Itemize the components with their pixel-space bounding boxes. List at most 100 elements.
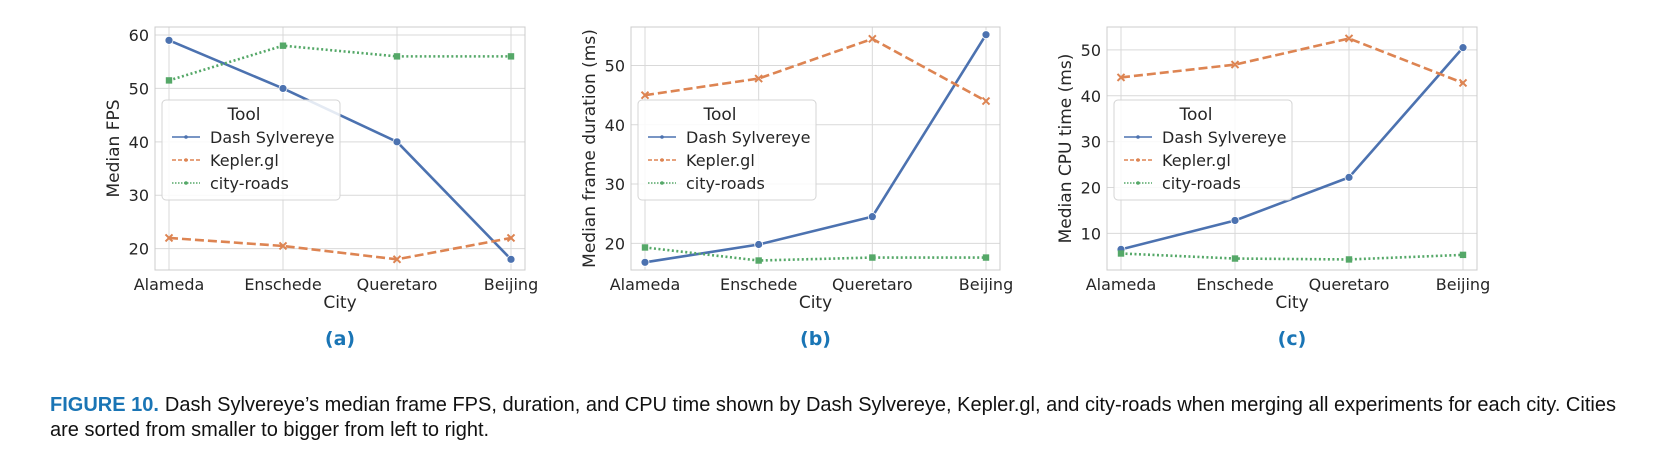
x-tick-label: Beijing — [1436, 275, 1490, 294]
data-point-dash — [1230, 216, 1240, 225]
data-point-cityroads — [165, 77, 173, 84]
y-tick-label: 40 — [1081, 87, 1101, 106]
data-point-kepler — [868, 34, 877, 44]
legend-label: city-roads — [210, 174, 289, 193]
y-tick-label: 30 — [605, 175, 625, 194]
data-point-kepler — [1344, 34, 1354, 43]
series-line-cityroads — [644, 246, 986, 262]
plot-area-frame — [1106, 26, 1478, 271]
legend-box — [1113, 99, 1293, 201]
x-tick-label: Enschede — [1196, 275, 1273, 294]
data-point-kepler — [392, 255, 402, 264]
legend: Tool Dash Sylvereye Kepler.gl city-roads — [1113, 99, 1293, 201]
data-point-dash — [506, 254, 516, 264]
data-point-kepler — [1230, 60, 1240, 69]
x-tick-label: Beijing — [959, 275, 1013, 294]
data-point-dash — [1458, 43, 1468, 53]
legend-box — [161, 99, 341, 201]
legend: Tool Dash Sylvereye Kepler.gl city-roads — [161, 99, 341, 201]
y-tick-label: 40 — [129, 133, 149, 152]
y-tick-label: 60 — [129, 26, 149, 45]
series-line-kepler — [644, 37, 987, 103]
data-point-cityroads — [1459, 251, 1467, 259]
legend-marker-cityroads — [660, 181, 664, 185]
x-tick-label: Queretaro — [832, 275, 913, 294]
y-axis-label: Median FPS — [104, 99, 124, 197]
x-axis-label: City — [323, 293, 356, 313]
x-axis-label: City — [799, 293, 832, 313]
y-tick-label: 20 — [605, 234, 625, 253]
x-tick-label: Beijing — [484, 275, 538, 294]
panel-label: (a) — [325, 328, 355, 350]
data-point-kepler — [164, 233, 174, 243]
x-tick-label: Enschede — [720, 275, 797, 294]
data-point-cityroads — [982, 254, 990, 261]
data-point-dash — [754, 240, 764, 249]
legend-title: Tool — [702, 105, 736, 125]
x-tick-label: Queretaro — [357, 275, 438, 294]
y-tick-label: 20 — [129, 240, 149, 259]
legend-label: city-roads — [1162, 174, 1241, 193]
legend-title: Tool — [1178, 105, 1212, 125]
chart-panel-a: 20 30 40 50 60 Alameda Enschede Queretaro Beijin… — [104, 26, 538, 350]
legend-label: Kepler.gl — [686, 151, 755, 170]
figure-caption-label: FIGURE 10. — [50, 394, 159, 416]
legend-marker-kepler — [1136, 158, 1140, 162]
series-line-cityroads — [1120, 252, 1464, 261]
legend-box — [637, 99, 817, 201]
legend-marker-cityroads — [184, 181, 188, 185]
data-point-dash — [867, 212, 877, 222]
legend-label: Kepler.gl — [210, 151, 279, 170]
y-tick-label: 50 — [605, 57, 625, 76]
data-point-kepler — [278, 241, 288, 251]
data-point-dash — [981, 30, 991, 40]
data-point-kepler — [981, 96, 991, 106]
data-point-cityroads — [755, 257, 762, 264]
y-tick-label: 30 — [1081, 133, 1101, 152]
legend-label: Dash Sylvereye — [686, 128, 810, 147]
y-tick-label: 30 — [129, 186, 149, 205]
data-point-cityroads — [279, 42, 287, 49]
data-point-kepler — [1458, 78, 1468, 88]
legend: Tool Dash Sylvereye Kepler.gl city-roads — [637, 99, 817, 201]
x-tick-label: Alameda — [1086, 275, 1157, 294]
data-point-cityroads — [1345, 256, 1353, 263]
legend-marker-dash — [660, 135, 664, 139]
legend-marker-kepler — [184, 158, 188, 162]
panel-label: (c) — [1278, 328, 1307, 350]
series-line-dash — [644, 34, 988, 264]
y-tick-label: 20 — [1081, 178, 1101, 197]
y-axis-label: Median CPU time (ms) — [1056, 54, 1076, 244]
data-point-dash — [392, 137, 402, 147]
legend-label: Kepler.gl — [1162, 151, 1231, 170]
y-tick-label: 40 — [605, 116, 625, 135]
plot-area-frame — [154, 26, 526, 271]
data-point-dash — [278, 84, 288, 93]
legend-label: Dash Sylvereye — [1162, 128, 1286, 147]
data-point-cityroads — [1117, 250, 1125, 257]
data-point-kepler — [640, 90, 650, 100]
y-axis-label: Median frame duration (ms) — [580, 29, 600, 268]
data-point-kepler — [506, 233, 516, 243]
series-line-kepler — [1120, 37, 1464, 85]
series-line-dash — [1120, 46, 1464, 251]
x-axis-label: City — [1275, 293, 1308, 313]
legend-marker-dash — [184, 135, 188, 139]
chart-panel-c: 10 20 30 40 50 Alameda Enschede Queretaro Beijin… — [1056, 26, 1490, 350]
data-point-cityroads — [869, 254, 876, 261]
x-tick-label: Enschede — [244, 275, 321, 294]
x-tick-label: Alameda — [610, 275, 681, 294]
data-point-kepler — [1116, 73, 1126, 82]
series-line-kepler — [168, 236, 512, 261]
y-tick-label: 10 — [1081, 224, 1101, 243]
data-point-dash — [640, 257, 650, 267]
data-point-kepler — [754, 74, 763, 83]
legend-label: Dash Sylvereye — [210, 128, 334, 147]
legend-label: city-roads — [686, 174, 765, 193]
legend-title: Tool — [226, 105, 260, 125]
legend-marker-kepler — [660, 158, 664, 162]
y-tick-label: 50 — [129, 79, 149, 98]
chart-panel-b: 20 30 40 50 Alameda Enschede Queretaro Beijing C… — [580, 26, 1013, 350]
data-point-cityroads — [1231, 255, 1239, 262]
